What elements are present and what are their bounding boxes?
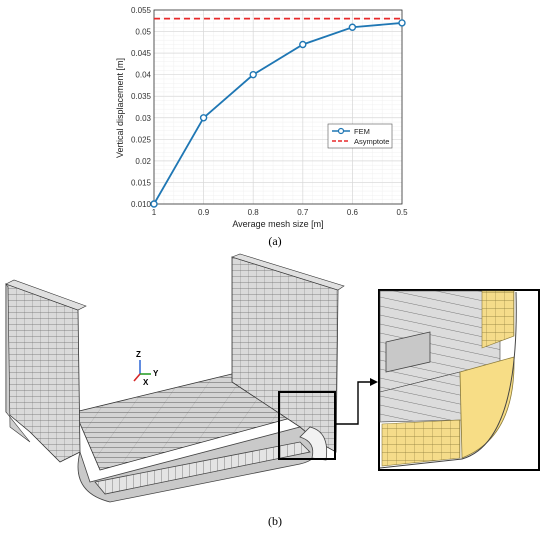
double-bottom xyxy=(94,441,311,495)
series-fem-line xyxy=(153,22,403,205)
zoom-hull-outline xyxy=(379,291,517,469)
fem-data-point xyxy=(249,70,257,79)
legend-fem-label: FEM xyxy=(354,127,370,136)
y-tick-label: 0.04 xyxy=(135,71,151,80)
x-tick-label: 0.9 xyxy=(198,208,210,217)
hull-model xyxy=(5,253,345,503)
legend-fem-marker xyxy=(337,127,345,135)
starboard-top xyxy=(231,253,345,291)
displacement-chart: 1 0.9 0.8 0.7 0.6 0.5 0.010 0.015 0.02 0.025 0.03 0… xyxy=(115,6,408,248)
x-axis-label: Average mesh size [m] xyxy=(232,219,323,229)
x-tick-label: 0.6 xyxy=(347,208,359,217)
x-tick-label: 0.5 xyxy=(396,208,408,217)
triad-x-label: X xyxy=(143,378,149,387)
y-tick-label: 0.05 xyxy=(135,28,151,37)
triad-y-label: Y xyxy=(153,369,159,378)
x-tick-label: 1 xyxy=(152,208,157,217)
zoom-step-block xyxy=(385,331,431,373)
fem-data-point xyxy=(199,114,208,122)
x-tick-label: 0.8 xyxy=(248,208,260,217)
port-side-top xyxy=(5,279,87,311)
caption-b: (b) xyxy=(268,514,282,528)
detail-highlight-box xyxy=(278,391,336,460)
ship-hull-model-figure: Z Y X (b) xyxy=(5,253,540,528)
y-axis-label: Vertical displacement [m] xyxy=(115,58,125,158)
zoom-arrow xyxy=(335,378,378,425)
fem-data-point xyxy=(150,200,158,208)
y-tick-label: 0.045 xyxy=(131,49,152,58)
y-tick-label: 0.035 xyxy=(131,92,152,101)
zoomed-detail-view xyxy=(378,289,540,471)
coordinate-triad: Z Y X xyxy=(133,350,159,387)
triad-z-label: Z xyxy=(136,350,141,359)
y-tick-label: 0.010 xyxy=(131,200,152,209)
plot-background xyxy=(154,10,402,204)
port-side-shell xyxy=(5,283,31,443)
zoom-yellow-floor xyxy=(381,419,461,467)
caption-a: (a) xyxy=(268,234,281,248)
zoom-yellow-bilge-plate xyxy=(459,356,515,459)
port-side-wall xyxy=(5,283,81,463)
series-layer xyxy=(150,17,406,208)
y-tick-label: 0.02 xyxy=(135,157,151,166)
x-tick-label: 0.7 xyxy=(297,208,309,217)
y-tick-label: 0.03 xyxy=(135,114,151,123)
fem-data-point xyxy=(299,40,307,49)
plot-area xyxy=(154,10,402,204)
zoom-yellow-bracket xyxy=(481,290,515,349)
fem-data-point xyxy=(348,23,357,31)
y-tick-label: 0.015 xyxy=(131,178,152,187)
y-tick-label: 0.025 xyxy=(131,135,152,144)
axes: 1 0.9 0.8 0.7 0.6 0.5 0.010 0.015 0.02 0.025 0.03 0… xyxy=(131,6,408,217)
legend-asymptote-label: Asymptote xyxy=(354,137,389,146)
y-tick-label: 0.055 xyxy=(131,6,152,15)
fem-data-point xyxy=(398,19,406,27)
plot-border xyxy=(153,9,403,205)
legend-box xyxy=(327,123,393,149)
